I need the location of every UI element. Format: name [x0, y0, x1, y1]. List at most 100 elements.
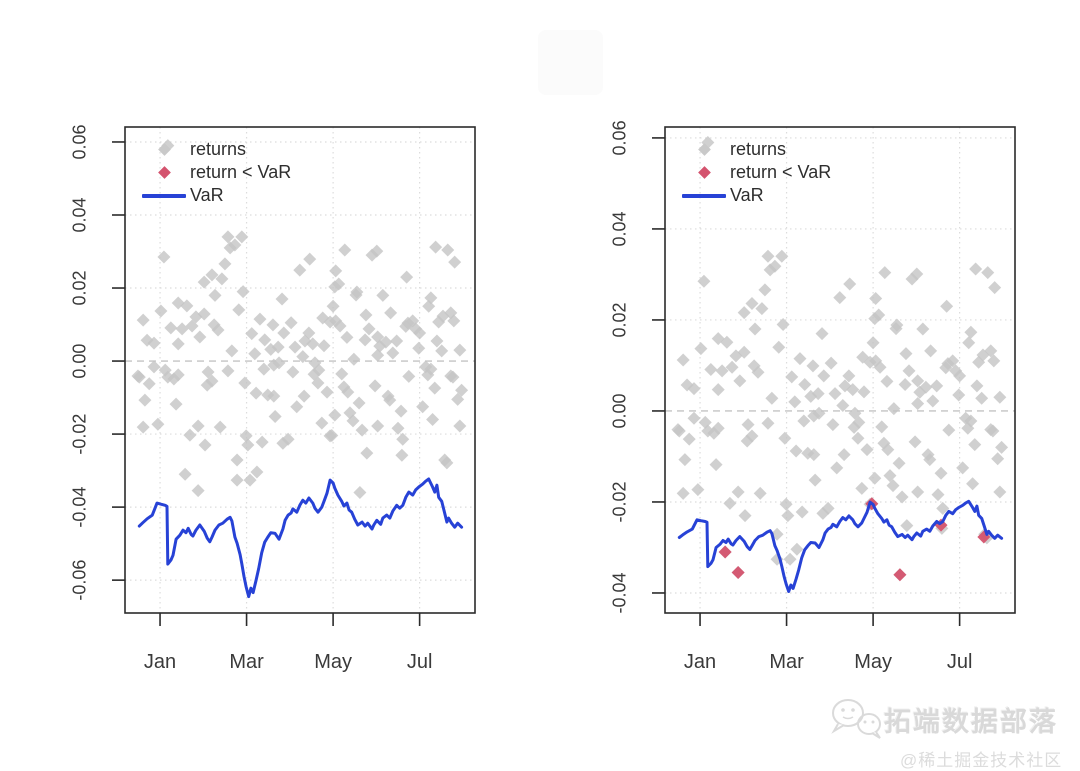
returns-point: [164, 321, 178, 335]
returns-point: [383, 393, 397, 407]
returns-point: [430, 334, 444, 348]
legend-label: VaR: [730, 185, 764, 205]
returns-point: [768, 259, 782, 273]
returns-point: [312, 363, 326, 377]
y-tick-label: 0.04: [70, 197, 90, 232]
y-tick-label: 0.02: [70, 271, 90, 306]
returns-point: [441, 243, 455, 257]
returns-point: [428, 381, 442, 395]
returns-point: [984, 344, 998, 358]
returns-point: [230, 453, 244, 467]
returns-point: [883, 469, 897, 483]
returns-point: [709, 458, 723, 472]
x-tick-label: Mar: [769, 651, 804, 673]
faded-watermark-ghost: [538, 30, 603, 95]
returns-point: [448, 255, 462, 269]
returns-point: [391, 421, 405, 435]
left-chart: Jan Mar May Jul 0.06 0.04 0.02 0.00 -0.02 -0.04 -0…: [70, 124, 476, 673]
returns-point: [257, 362, 271, 376]
returns-point: [350, 285, 364, 299]
returns-point: [842, 369, 856, 383]
returns-point: [821, 501, 835, 515]
returns-point: [325, 429, 339, 443]
returns-point: [761, 249, 775, 263]
returns-point: [267, 389, 281, 403]
returns-point: [855, 481, 869, 495]
returns-point: [846, 383, 860, 397]
returns-point: [745, 429, 759, 443]
legend-label: return < VaR: [730, 162, 832, 182]
returns-point: [987, 354, 1001, 368]
returns-point: [816, 506, 830, 520]
returns-point: [807, 448, 821, 462]
returns-point: [390, 334, 404, 348]
watermark-subtitle-text: @稀土掘金技术社区: [900, 751, 1063, 770]
returns-point: [737, 345, 751, 359]
x-tick-label: Jan: [144, 651, 176, 673]
returns-point: [359, 308, 373, 322]
returns-point: [205, 268, 219, 282]
returns-diamond-icon: [157, 143, 171, 156]
returns-point: [808, 473, 822, 487]
violation-point: [731, 566, 745, 579]
returns-point: [332, 277, 346, 291]
returns-point: [887, 402, 901, 416]
returns-point: [923, 453, 937, 467]
returns-point: [352, 396, 366, 410]
returns-point: [435, 344, 449, 358]
returns-point: [272, 356, 286, 370]
returns-point: [778, 431, 792, 445]
returns-point: [329, 264, 343, 278]
legend-item-var: VaR: [678, 186, 831, 205]
returns-point: [426, 412, 440, 426]
returns-point: [453, 419, 467, 433]
returns-point: [775, 249, 789, 263]
returns-point: [751, 365, 765, 379]
returns-point: [875, 420, 889, 434]
returns-point: [687, 411, 701, 425]
returns-point: [446, 370, 460, 384]
returns-point: [991, 452, 1005, 466]
returns-point: [191, 484, 205, 498]
returns-point: [455, 383, 469, 397]
returns-point: [788, 395, 802, 409]
returns-point: [765, 391, 779, 405]
returns-point: [286, 365, 300, 379]
returns-diamond-icon: [697, 143, 711, 156]
returns-point: [964, 414, 978, 428]
returns-point: [249, 386, 263, 400]
returns-point: [981, 266, 995, 280]
returns-point: [745, 297, 759, 311]
returns-point: [424, 362, 438, 376]
returns-point: [147, 360, 161, 374]
y-tick-label: 0.06: [70, 124, 90, 159]
returns-point: [271, 340, 285, 354]
returns-point: [253, 312, 267, 326]
returns-point: [384, 306, 398, 320]
returns-point: [424, 291, 438, 305]
returns-point: [171, 337, 185, 351]
returns-point: [341, 385, 355, 399]
returns-point: [733, 374, 747, 388]
returns-point: [416, 400, 430, 414]
watermark: 拓端数据部落 @稀土掘金技术社区: [828, 694, 1078, 771]
returns-point: [900, 519, 914, 533]
returns-point: [396, 432, 410, 446]
returns-point: [975, 391, 989, 405]
returns-point: [266, 318, 280, 332]
returns-point: [781, 509, 795, 523]
returns-point: [772, 340, 786, 354]
returns-point: [386, 346, 400, 360]
legend-item-violation: return < VaR: [138, 163, 291, 182]
returns-point: [346, 414, 360, 428]
y-tick-label: -0.02: [610, 481, 630, 522]
returns-point: [211, 323, 225, 337]
returns-point: [715, 364, 729, 378]
returns-point: [758, 283, 772, 297]
returns-point: [429, 240, 443, 254]
returns-point: [737, 306, 751, 320]
returns-point: [962, 336, 976, 350]
returns-point: [451, 392, 465, 406]
returns-point: [225, 344, 239, 358]
y-tick-label: 0.00: [70, 344, 90, 379]
